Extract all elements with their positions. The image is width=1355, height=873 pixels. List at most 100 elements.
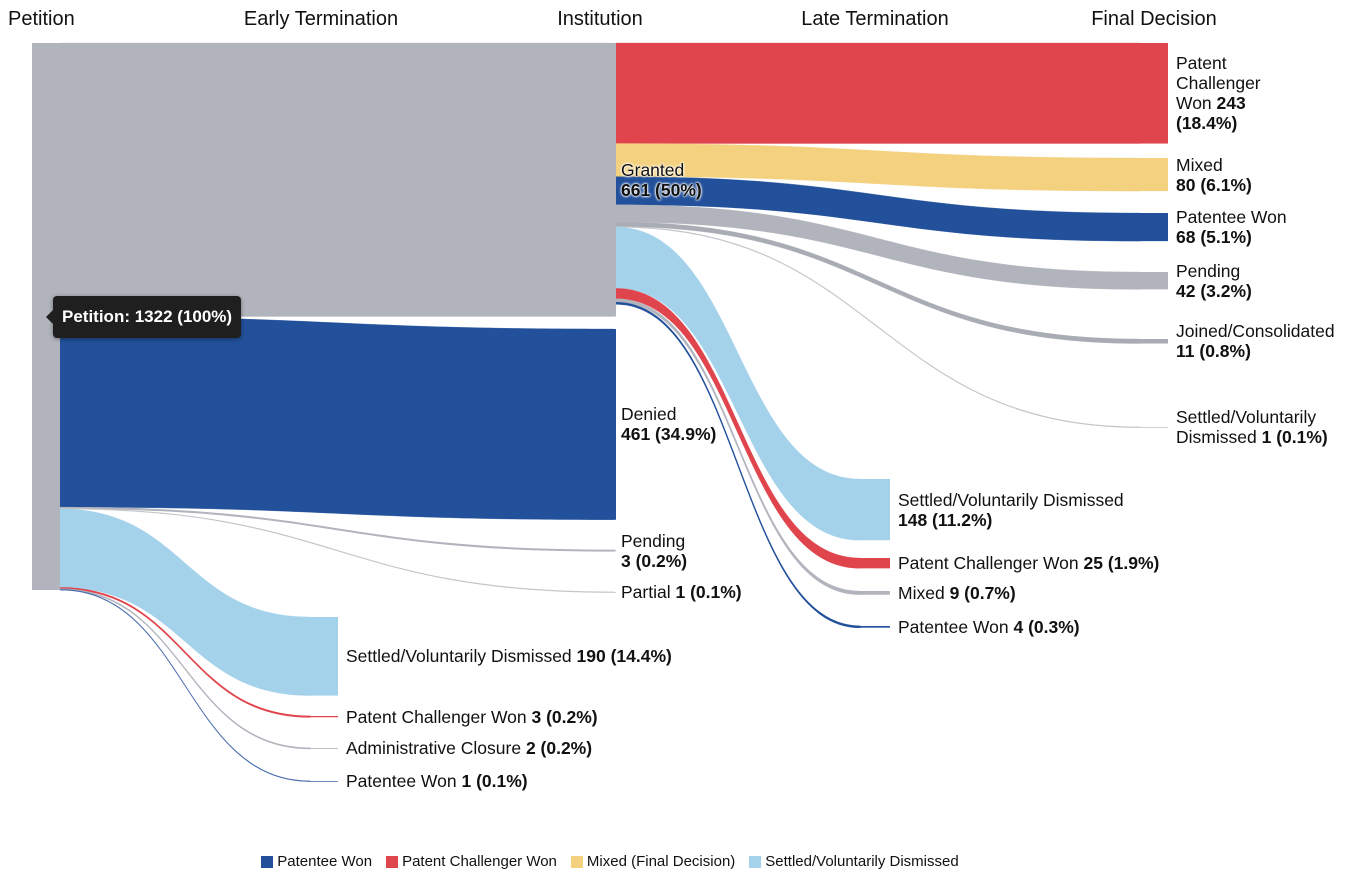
- node-value: 243 (18.4%): [1176, 93, 1246, 134]
- node: [860, 558, 890, 569]
- node-label: Patentee Won 1 (0.1%): [346, 771, 528, 791]
- legend-swatch: [749, 855, 762, 868]
- link: [615, 226, 861, 541]
- node-label: Mixed 80 (6.1%): [1176, 155, 1252, 195]
- node: [860, 626, 890, 628]
- node-value: 661 (50%): [621, 179, 702, 200]
- node-value: 148 (11.2%): [898, 509, 993, 530]
- node-label: Pending 3 (0.2%): [621, 531, 687, 571]
- node: [860, 479, 890, 541]
- node-label: Partial 1 (0.1%): [621, 582, 742, 602]
- node-name: Pending: [1176, 260, 1241, 281]
- legend-label: Patent Challenger Won: [402, 853, 557, 870]
- node-label: Pending 42 (3.2%): [1176, 261, 1252, 301]
- node: [1140, 427, 1168, 428]
- link: [59, 508, 311, 696]
- node-name: Patentee Won: [346, 771, 457, 792]
- node: [310, 748, 338, 749]
- node-name: Denied: [621, 404, 677, 425]
- node-value: 42 (3.2%): [1176, 280, 1252, 301]
- column-header: Institution: [557, 8, 643, 30]
- node-label: Patent Challenger Won 243 (18.4%): [1176, 53, 1276, 133]
- node-name: Patentee Won: [1176, 207, 1287, 228]
- legend-item: Mixed (Final Decision): [570, 853, 736, 870]
- node: [1140, 272, 1168, 290]
- legend-label: Patentee Won: [277, 853, 373, 870]
- link: [59, 42, 615, 317]
- legend-label: Settled/Voluntarily Dismissed: [765, 853, 959, 870]
- link: [59, 316, 615, 520]
- legend-item: Patentee Won: [261, 853, 372, 870]
- node-name: Mixed: [1176, 154, 1223, 175]
- node-name: Settled/Voluntarily Dismissed: [346, 646, 572, 667]
- tooltip: Petition: 1322 (100%): [45, 296, 242, 338]
- node-label: Mixed 9 (0.7%): [898, 583, 1016, 603]
- legend-swatch: [261, 855, 274, 868]
- node-value: 2 (0.2%): [525, 738, 593, 759]
- node-name: Pending: [621, 530, 686, 551]
- node-name: Settled/Voluntarily Dismissed: [898, 489, 1124, 510]
- links: [59, 42, 1141, 782]
- legend-swatch: [386, 855, 399, 868]
- node-value: 4 (0.3%): [1013, 616, 1080, 637]
- node-label: Settled/Voluntarily Dismissed 148 (11.2%…: [898, 490, 1124, 530]
- node-label: Settled/Voluntarily Dismissed 1 (0.1%): [1176, 407, 1355, 447]
- node-name: Patent Challenger Won: [898, 553, 1079, 574]
- node: [1140, 213, 1168, 242]
- node-label: Settled/Voluntarily Dismissed 190 (14.4%…: [346, 646, 672, 666]
- node-label: Joined/Consolidated 11 (0.8%): [1176, 321, 1335, 361]
- link: [615, 302, 861, 629]
- node-label: Granted 661 (50%): [621, 160, 702, 200]
- node-value: 190 (14.4%): [576, 646, 672, 667]
- link: [615, 42, 1141, 144]
- node-name: Settled/Voluntarily Dismissed: [1176, 407, 1317, 448]
- node: [1140, 43, 1168, 144]
- node-value: 1 (0.1%): [1261, 427, 1328, 448]
- node: [860, 591, 890, 595]
- node-name: Patent Challenger Won: [1176, 53, 1261, 114]
- node-value: 1 (0.1%): [461, 771, 528, 792]
- column-header: Final Decision: [1091, 8, 1217, 30]
- node-value: 11 (0.8%): [1176, 341, 1251, 362]
- node-label: Patent Challenger Won 25 (1.9%): [898, 553, 1159, 573]
- node: [614, 329, 616, 520]
- node-value: 1 (0.1%): [675, 582, 742, 603]
- node-name: Mixed: [898, 582, 945, 603]
- node: [310, 781, 338, 782]
- node-value: 9 (0.7%): [949, 582, 1016, 603]
- node-value: 3 (0.2%): [531, 706, 598, 727]
- node: [1140, 339, 1168, 344]
- node-value: 461 (34.9%): [621, 424, 717, 445]
- node-label: Patentee Won 4 (0.3%): [898, 617, 1080, 637]
- column-header: Early Termination: [243, 8, 399, 30]
- legend: Patentee Won Patent Challenger Won Mixed (…: [0, 853, 1220, 870]
- legend-swatch: [570, 855, 583, 868]
- node-label: Denied 461 (34.9%): [621, 404, 716, 444]
- node-label: Patent Challenger Won 3 (0.2%): [346, 707, 598, 727]
- node-name: Administrative Closure: [346, 738, 522, 759]
- node-value: 25 (1.9%): [1083, 553, 1160, 574]
- node: [614, 592, 616, 593]
- node-label: Administrative Closure 2 (0.2%): [346, 738, 592, 758]
- node-name: Partial: [621, 582, 671, 603]
- node-label: Patentee Won 68 (5.1%): [1176, 207, 1287, 247]
- node: [614, 43, 616, 317]
- node-name: Joined/Consolidated: [1176, 321, 1335, 342]
- node: [1140, 158, 1168, 192]
- node: [310, 716, 338, 718]
- node-name: Patent Challenger Won: [346, 706, 527, 727]
- column-header: Petition: [8, 8, 75, 30]
- node-name: Patentee Won: [898, 616, 1009, 637]
- legend-label: Mixed (Final Decision): [586, 853, 736, 870]
- legend-item: Settled/Voluntarily Dismissed: [749, 853, 959, 870]
- node-name: Granted: [621, 159, 685, 180]
- link: [59, 588, 311, 750]
- column-header: Late Termination: [801, 8, 949, 30]
- link: [615, 298, 861, 595]
- node-value: 68 (5.1%): [1176, 227, 1252, 248]
- legend-item: Patent Challenger Won: [386, 853, 557, 870]
- node: [614, 550, 616, 552]
- node-value: 80 (6.1%): [1176, 174, 1252, 195]
